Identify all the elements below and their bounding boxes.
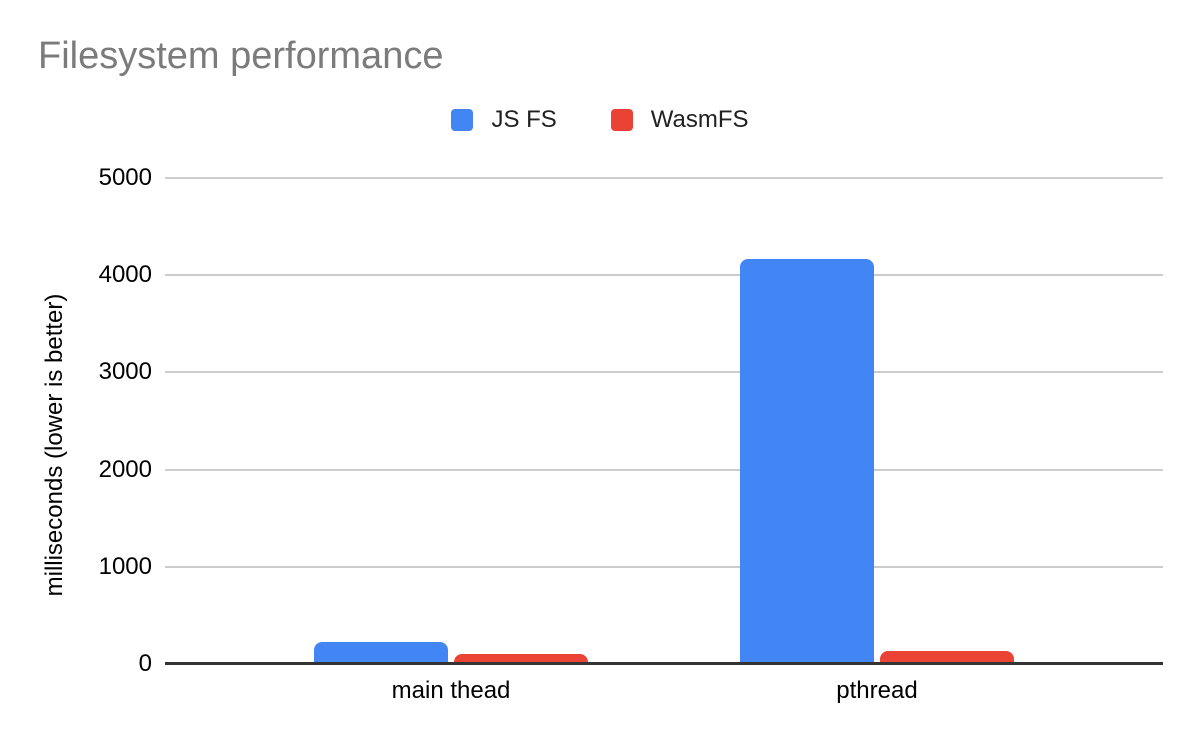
legend-label-wasmfs: WasmFS bbox=[650, 106, 749, 133]
y-tick-label-2000: 2000 bbox=[98, 455, 152, 483]
bar-wasmfs-pthread bbox=[879, 651, 1014, 664]
legend-swatch-wasmfs-icon bbox=[610, 109, 633, 131]
y-tick-label-0: 0 bbox=[138, 650, 152, 677]
gridline-4000 bbox=[165, 274, 1163, 277]
x-axis-line bbox=[165, 662, 1163, 665]
legend-swatch-js-fs-icon bbox=[451, 109, 474, 131]
legend-item-wasmfs: WasmFS bbox=[610, 106, 749, 134]
y-axis-title: milliseconds (lower is better) bbox=[41, 293, 68, 597]
gridline-2000 bbox=[165, 468, 1163, 471]
x-axis-label-pthread: pthread bbox=[836, 677, 918, 704]
bar-js-fs-main-thead bbox=[314, 642, 449, 664]
gridline-3000 bbox=[165, 371, 1163, 374]
y-tick-label-5000: 5000 bbox=[98, 164, 152, 191]
bar-js-fs-pthread bbox=[739, 259, 874, 664]
legend-label-js-fs: JS FS bbox=[491, 106, 557, 133]
gridline-5000 bbox=[165, 177, 1163, 179]
y-tick-label-1000: 1000 bbox=[98, 552, 152, 580]
y-tick-label-3000: 3000 bbox=[98, 358, 152, 386]
y-tick-label-4000: 4000 bbox=[98, 261, 152, 289]
plot-area bbox=[165, 177, 1163, 665]
x-axis-label-main-thead: main thead bbox=[391, 677, 511, 704]
legend-item-js-fs: JS FS bbox=[451, 106, 557, 134]
bar-wasmfs-main-thead bbox=[454, 654, 589, 664]
chart-title: Filesystem performance bbox=[38, 35, 444, 77]
legend: JS FS WasmFS bbox=[0, 106, 1200, 134]
gridline-1000 bbox=[165, 565, 1163, 568]
